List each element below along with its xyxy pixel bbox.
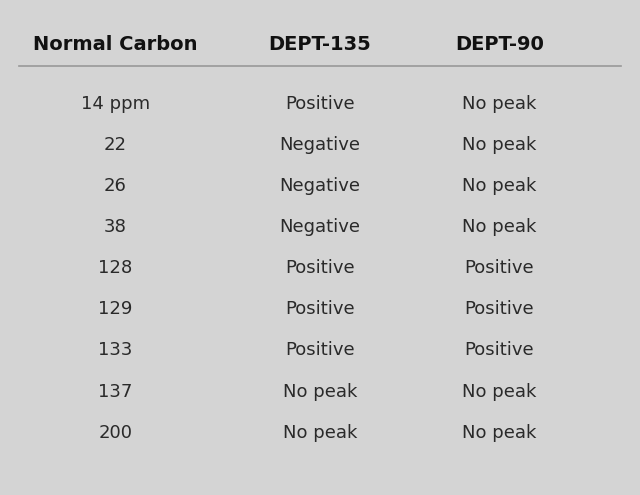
Text: No peak: No peak bbox=[283, 383, 357, 400]
Text: Normal Carbon: Normal Carbon bbox=[33, 35, 198, 54]
Text: Positive: Positive bbox=[465, 259, 534, 277]
Text: No peak: No peak bbox=[462, 218, 536, 236]
Text: Negative: Negative bbox=[280, 177, 360, 195]
Text: No peak: No peak bbox=[462, 177, 536, 195]
Text: Negative: Negative bbox=[280, 136, 360, 154]
Text: 137: 137 bbox=[98, 383, 132, 400]
Text: Positive: Positive bbox=[285, 95, 355, 113]
Text: Positive: Positive bbox=[285, 300, 355, 318]
Text: DEPT-90: DEPT-90 bbox=[455, 35, 543, 54]
Text: 14 ppm: 14 ppm bbox=[81, 95, 150, 113]
Text: No peak: No peak bbox=[462, 383, 536, 400]
Text: 200: 200 bbox=[98, 424, 132, 442]
Text: 26: 26 bbox=[104, 177, 127, 195]
Text: No peak: No peak bbox=[462, 424, 536, 442]
Text: No peak: No peak bbox=[283, 424, 357, 442]
Text: Positive: Positive bbox=[285, 259, 355, 277]
Text: 128: 128 bbox=[98, 259, 132, 277]
Text: 133: 133 bbox=[98, 342, 132, 359]
Text: 129: 129 bbox=[98, 300, 132, 318]
Text: No peak: No peak bbox=[462, 136, 536, 154]
Text: 22: 22 bbox=[104, 136, 127, 154]
Text: 38: 38 bbox=[104, 218, 127, 236]
Text: Negative: Negative bbox=[280, 218, 360, 236]
Text: No peak: No peak bbox=[462, 95, 536, 113]
Text: Positive: Positive bbox=[465, 300, 534, 318]
Text: Positive: Positive bbox=[285, 342, 355, 359]
Text: Positive: Positive bbox=[465, 342, 534, 359]
Text: DEPT-135: DEPT-135 bbox=[269, 35, 371, 54]
